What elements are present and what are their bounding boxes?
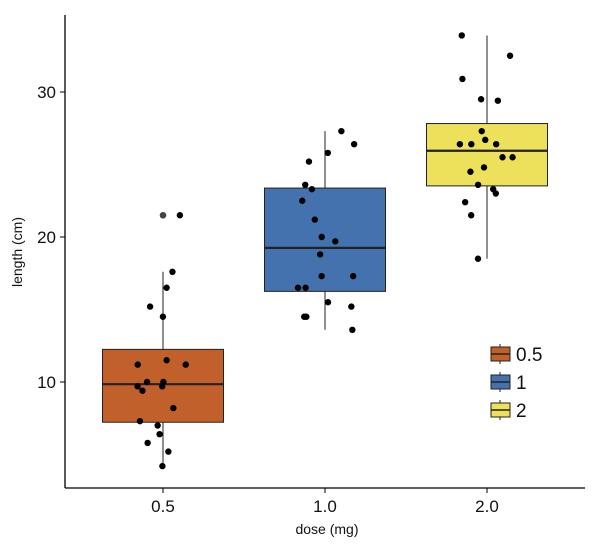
data-point bbox=[468, 141, 475, 148]
data-point bbox=[146, 303, 154, 310]
x-axis-label: dose (mg) bbox=[295, 521, 358, 537]
data-point bbox=[299, 197, 306, 204]
box-1.0 bbox=[264, 187, 386, 292]
data-point bbox=[324, 299, 332, 306]
outlier-point bbox=[159, 211, 167, 219]
data-point bbox=[478, 127, 485, 135]
data-point bbox=[324, 149, 332, 157]
legend: 0.5 1 2 bbox=[490, 344, 542, 422]
data-point bbox=[159, 383, 166, 390]
data-point bbox=[349, 326, 356, 333]
data-point bbox=[459, 75, 466, 83]
data-point bbox=[338, 127, 345, 135]
data-point bbox=[302, 284, 309, 291]
x-tick-label: 1.0 bbox=[313, 497, 337, 516]
data-point bbox=[136, 417, 144, 425]
box-2.0 bbox=[426, 123, 548, 187]
data-point bbox=[294, 284, 302, 291]
data-point bbox=[458, 32, 465, 39]
data-point bbox=[154, 422, 161, 429]
data-point bbox=[482, 136, 489, 144]
data-point bbox=[301, 313, 308, 320]
data-point bbox=[474, 181, 482, 188]
data-point bbox=[350, 141, 358, 148]
data-point bbox=[467, 168, 474, 175]
data-point bbox=[474, 255, 482, 262]
data-point bbox=[143, 378, 151, 386]
data-point bbox=[170, 404, 177, 412]
data-point bbox=[176, 212, 184, 219]
y-tick-label: 30 bbox=[37, 83, 56, 102]
data-point bbox=[480, 164, 488, 171]
data-point bbox=[165, 448, 172, 455]
y-tick-label: 20 bbox=[37, 228, 56, 247]
data-point bbox=[494, 97, 502, 104]
data-point bbox=[144, 439, 151, 447]
data-point bbox=[139, 387, 146, 394]
x-tick-label: 0.5 bbox=[151, 497, 175, 516]
data-point bbox=[506, 52, 514, 59]
data-point bbox=[318, 272, 325, 280]
data-point bbox=[302, 181, 309, 188]
data-point bbox=[332, 238, 339, 245]
data-point bbox=[456, 141, 464, 148]
data-point bbox=[509, 154, 516, 161]
data-point bbox=[134, 383, 141, 390]
data-point bbox=[163, 357, 170, 364]
data-point bbox=[467, 212, 475, 219]
data-point bbox=[182, 361, 189, 368]
data-point bbox=[156, 431, 163, 438]
data-point bbox=[305, 158, 313, 165]
legend-label: 0.5 bbox=[516, 345, 542, 366]
y-axis-label: length (cm) bbox=[9, 217, 25, 287]
data-point bbox=[308, 185, 316, 193]
data-point bbox=[134, 361, 141, 368]
data-point bbox=[318, 233, 325, 241]
data-point bbox=[461, 199, 469, 206]
data-point bbox=[159, 313, 167, 320]
data-point bbox=[492, 141, 500, 148]
data-point bbox=[316, 251, 324, 258]
legend-label: 2 bbox=[516, 401, 527, 422]
data-point bbox=[169, 268, 176, 275]
data-point bbox=[159, 462, 166, 470]
x-tick-label: 2.0 bbox=[475, 497, 499, 516]
data-point bbox=[163, 284, 170, 291]
data-point bbox=[477, 96, 485, 103]
data-point bbox=[492, 190, 500, 197]
data-point bbox=[499, 154, 506, 161]
y-tick-label: 10 bbox=[37, 373, 56, 392]
legend-label: 1 bbox=[516, 373, 527, 394]
data-point bbox=[311, 216, 319, 223]
data-point bbox=[348, 303, 355, 310]
data-point bbox=[349, 272, 357, 280]
